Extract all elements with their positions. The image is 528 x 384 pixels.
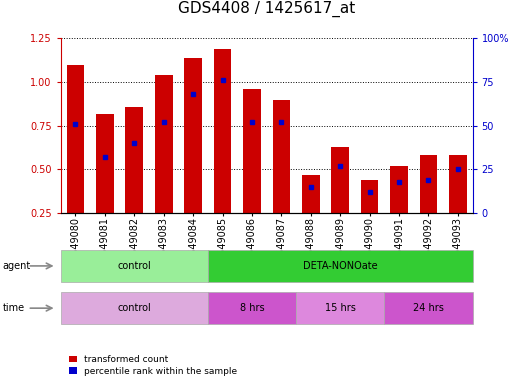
Bar [272,99,290,257]
Text: DETA-NONOate: DETA-NONOate [303,261,378,271]
Text: control: control [117,261,151,271]
Bar [302,175,319,257]
Bar [420,156,437,257]
Bar [96,114,114,257]
Text: GDS4408 / 1425617_at: GDS4408 / 1425617_at [178,1,355,17]
Bar [449,156,467,257]
Text: agent: agent [3,261,31,271]
Bar [361,180,379,257]
Bar [332,147,349,257]
Text: time: time [3,303,25,313]
Bar [126,106,143,257]
Bar [67,65,84,257]
Text: 15 hrs: 15 hrs [325,303,356,313]
Legend: transformed count, percentile rank within the sample: transformed count, percentile rank withi… [65,352,241,379]
Bar [214,49,231,257]
Bar [243,89,261,257]
Bar [390,166,408,257]
Text: 24 hrs: 24 hrs [413,303,444,313]
Text: control: control [117,303,151,313]
Bar [184,58,202,257]
Bar [155,75,173,257]
Text: 8 hrs: 8 hrs [240,303,264,313]
